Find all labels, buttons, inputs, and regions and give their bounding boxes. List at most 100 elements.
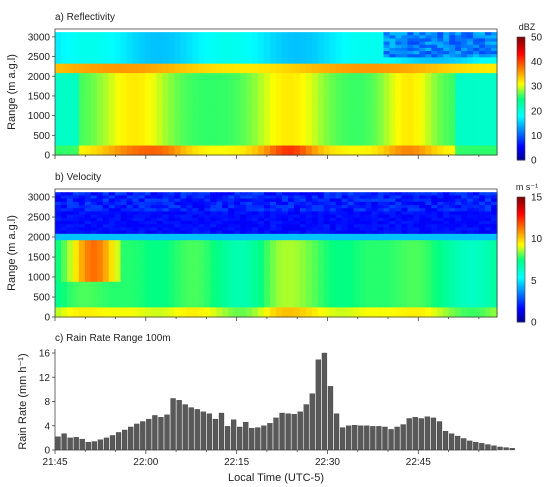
- heatmap-cell: [108, 304, 116, 308]
- heatmap-cell: [431, 79, 438, 84]
- heatmap-cell: [281, 132, 289, 137]
- heatmap-cell: [192, 35, 199, 40]
- heatmap-cell: [341, 66, 349, 71]
- heatmap-cell: [222, 123, 229, 128]
- heatmap-cell: [84, 285, 92, 289]
- heatmap-cell: [216, 310, 223, 315]
- heatmap-cell: [198, 233, 205, 238]
- heatmap-cell: [138, 44, 146, 49]
- heatmap-cell: [305, 249, 313, 254]
- heatmap-cell: [186, 269, 193, 273]
- heatmap-cell: [329, 217, 337, 222]
- heatmap-cell: [258, 41, 265, 46]
- heatmap-cell: [395, 117, 403, 121]
- heatmap-cell: [281, 288, 289, 292]
- heatmap-cell: [240, 205, 247, 209]
- heatmap-cell: [317, 275, 325, 280]
- heatmap-cell: [132, 301, 140, 305]
- heatmap-cell: [258, 192, 265, 196]
- heatmap-cell: [252, 41, 259, 46]
- heatmap-cell: [126, 275, 134, 280]
- heatmap-cell: [317, 198, 325, 203]
- heatmap-cell: [425, 69, 432, 74]
- heatmap-cell: [431, 73, 438, 77]
- heatmap-cell: [485, 95, 492, 99]
- heatmap-cell: [204, 51, 211, 55]
- heatmap-cell: [216, 205, 223, 209]
- heatmap-cell: [246, 224, 253, 228]
- heatmap-cell: [258, 63, 265, 68]
- colorbar-segment: [517, 141, 525, 145]
- heatmap-cell: [126, 82, 134, 87]
- heatmap-cell: [180, 198, 187, 203]
- heatmap-cell: [252, 192, 259, 196]
- heatmap-cell: [144, 192, 152, 196]
- heatmap-cell: [126, 104, 134, 109]
- heatmap-cell: [293, 38, 301, 43]
- heatmap-cell: [246, 233, 253, 238]
- heatmap-cell: [132, 269, 140, 273]
- heatmap-cell: [419, 35, 426, 40]
- heatmap-cell: [359, 259, 367, 264]
- heatmap-cell: [234, 32, 241, 36]
- heatmap-cell: [353, 301, 361, 305]
- heatmap-cell: [281, 88, 289, 93]
- heatmap-cell: [317, 110, 325, 115]
- heatmap-cell: [66, 269, 74, 273]
- heatmap-cell: [186, 151, 193, 156]
- heatmap-cell: [84, 233, 92, 238]
- heatmap-cell: [192, 142, 199, 147]
- heatmap-cell: [329, 57, 337, 62]
- heatmap-cell: [252, 214, 259, 219]
- heatmap-cell: [168, 117, 176, 121]
- heatmap-cell: [186, 240, 193, 244]
- heatmap-cell: [473, 101, 480, 106]
- heatmap-cell: [216, 60, 223, 65]
- heatmap-cell: [305, 243, 313, 248]
- heatmap-cell: [377, 92, 385, 96]
- heatmap-cell: [198, 285, 205, 289]
- heatmap-cell: [168, 142, 176, 147]
- heatmap-cell: [305, 208, 313, 212]
- heatmap-cell: [90, 117, 98, 121]
- heatmap-cell: [162, 198, 170, 203]
- heatmap-cell: [168, 281, 176, 286]
- heatmap-cell: [311, 123, 319, 128]
- heatmap-cell: [156, 249, 164, 254]
- heatmap-cell: [467, 123, 474, 128]
- heatmap-cell: [162, 51, 170, 55]
- heatmap-cell: [222, 132, 229, 137]
- heatmap-cell: [228, 259, 235, 264]
- heatmap-cell: [192, 221, 199, 225]
- heatmap-cell: [485, 98, 492, 103]
- heatmap-cell: [240, 253, 247, 257]
- heatmap-cell: [78, 221, 86, 225]
- heatmap-cell: [401, 110, 408, 115]
- heatmap-cell: [485, 92, 492, 96]
- heatmap-cell: [180, 304, 187, 308]
- heatmap-cell: [425, 54, 432, 58]
- heatmap-cell: [246, 123, 253, 128]
- heatmap-cell: [437, 98, 444, 103]
- heatmap-cell: [311, 107, 319, 112]
- heatmap-cell: [192, 110, 199, 115]
- heatmap-cell: [377, 107, 385, 112]
- heatmap-cell: [246, 136, 253, 140]
- heatmap-cell: [407, 41, 414, 46]
- heatmap-cell: [359, 63, 367, 68]
- heatmap-cell: [114, 76, 122, 80]
- heatmap-cell: [270, 304, 277, 308]
- heatmap-cell: [347, 275, 355, 280]
- heatmap-cell: [55, 294, 62, 299]
- heatmap-cell: [329, 265, 337, 270]
- heatmap-cell: [108, 117, 116, 121]
- heatmap-cell: [234, 79, 241, 84]
- heatmap-cell: [425, 98, 432, 103]
- colorbar-segment: [517, 59, 525, 63]
- heatmap-cell: [168, 227, 176, 232]
- heatmap-cell: [329, 44, 337, 49]
- heatmap-cell: [228, 47, 235, 52]
- heatmap-cell: [210, 41, 217, 46]
- heatmap-cell: [437, 107, 444, 112]
- heatmap-cell: [299, 41, 307, 46]
